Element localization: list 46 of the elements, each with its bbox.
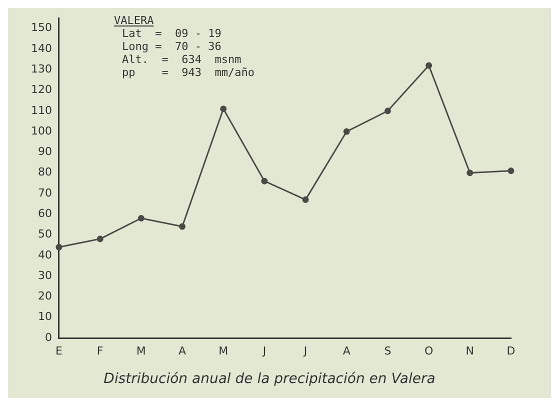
x-tick-label: A	[178, 344, 187, 358]
annotation: Lat = 09 - 19	[122, 27, 222, 40]
annotation: VALERA	[114, 14, 154, 27]
x-tick-label: J	[262, 344, 266, 358]
y-tick-label: 140	[30, 42, 52, 55]
y-tick-label: 110	[30, 104, 52, 117]
point	[508, 168, 514, 174]
point	[220, 106, 227, 112]
y-tick-label: 80	[38, 166, 52, 179]
annotation: pp = 943 mm/año	[122, 66, 254, 79]
x-tick-label: A	[342, 344, 351, 358]
point	[302, 196, 309, 203]
y-tick-label: 100	[30, 124, 52, 138]
y-tick-label: 70	[38, 186, 52, 200]
x-tick-label: M	[218, 344, 228, 358]
y-tick-label: 60	[38, 206, 52, 220]
x-tick-label: S	[384, 344, 392, 358]
x-tick-label: M	[136, 344, 146, 358]
x-tick-label: E	[56, 344, 63, 358]
y-tick-label: 150	[30, 21, 52, 34]
y-tick-label: 0	[44, 330, 52, 344]
annotation: Long = 70 - 36	[122, 40, 222, 53]
text: Distribución anual de la precipitación en Valera	[104, 371, 436, 388]
x-tick-label: J	[302, 344, 308, 358]
y-tick-label: 50	[38, 228, 52, 241]
x-tick-label: O	[424, 344, 434, 358]
point	[56, 244, 62, 250]
point	[179, 223, 186, 230]
x-tick-label: F	[96, 344, 104, 358]
point	[384, 108, 391, 114]
y-tick-label: 130	[30, 62, 52, 76]
point	[261, 178, 268, 184]
point	[466, 170, 474, 176]
y-tick-label: 90	[38, 145, 52, 158]
y-tick-label: 20	[38, 290, 52, 303]
y-tick-label: 10	[38, 310, 52, 324]
point	[343, 128, 350, 135]
x-tick-label: D	[506, 344, 516, 358]
point	[426, 62, 432, 69]
y-tick-label: 30	[38, 268, 52, 282]
y-tick-label: 40	[38, 248, 52, 262]
y-tick-label: 120	[30, 83, 52, 96]
annotation: Alt. = 634 msnm	[122, 53, 242, 66]
x-tick-label: N	[466, 344, 474, 358]
point	[96, 236, 104, 242]
point	[138, 215, 144, 222]
